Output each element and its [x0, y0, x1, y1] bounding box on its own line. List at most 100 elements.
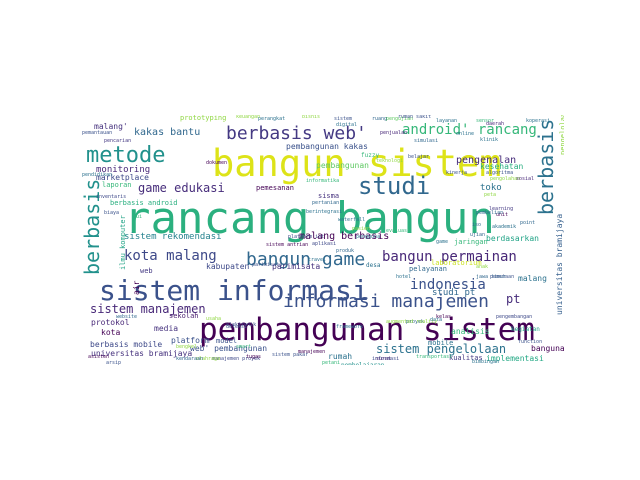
word-cloud-term: smart [236, 344, 252, 350]
word-cloud-term: jawa timur [476, 274, 507, 280]
word-cloud-term: sistem informasi [99, 274, 369, 307]
word-cloud-term: manajemen proyek [212, 356, 261, 362]
word-cloud-term: ujian [470, 232, 486, 238]
word-cloud-term: koperasi [526, 118, 551, 124]
word-cloud-term: petani [322, 360, 341, 366]
word-cloud-term: website [116, 314, 138, 320]
word-cloud-term: air [132, 280, 141, 295]
word-cloud-term: layanan [436, 118, 458, 124]
word-cloud-term: bengkel [176, 344, 198, 350]
word-cloud-term: keuangan [236, 115, 261, 120]
word-cloud-term: pemetaan [490, 274, 515, 280]
word-cloud-term: function [518, 339, 543, 345]
word-cloud-term: daerah [486, 121, 505, 127]
word-cloud-term: prototyping [180, 115, 227, 122]
word-cloud-term: sisma [318, 192, 340, 200]
word-cloud-term: sistem antrian [266, 242, 309, 248]
word-cloud-term: ui [136, 214, 143, 220]
word-cloud-term: pemesanan [256, 184, 294, 192]
word-cloud-term: bangun game [246, 249, 366, 270]
word-cloud-term: aplikasi [312, 241, 337, 247]
word-cloud-term: online [456, 131, 475, 137]
word-cloud-term: bimbingan [472, 359, 500, 365]
word-cloud-term: berbasis web' [226, 123, 367, 144]
word-cloud-term: fuzzy [361, 152, 380, 159]
word-cloud-term: berintegrasi [306, 209, 343, 215]
word-cloud-term: ilmu komputer [119, 215, 127, 270]
word-cloud-term: kota [101, 328, 121, 337]
word-cloud-term: pembangunan kakas [286, 142, 368, 151]
word-cloud-term: pencarian [104, 138, 132, 144]
word-cloud-term: kota malang [124, 248, 217, 264]
word-cloud-term: universitas bramijaya [555, 213, 564, 315]
word-cloud-term: android' rancang [402, 122, 537, 138]
word-cloud-term: hotel [396, 274, 412, 280]
word-cloud-term: sistem pakar [272, 352, 309, 358]
word-cloud-term: sekolah [169, 312, 199, 320]
word-cloud-term: rumah sakit [398, 115, 432, 120]
word-cloud-term: pembelian [476, 210, 504, 216]
word-cloud-term: klinik [480, 137, 499, 143]
word-cloud-term: bangun permainan [382, 249, 517, 265]
word-cloud-term: teknologi [376, 158, 404, 164]
word-cloud-term: web [140, 267, 153, 275]
word-cloud-term: model [216, 337, 238, 345]
word-cloud-term: kakas bantu [134, 127, 201, 138]
word-cloud-term: olahraga [196, 356, 221, 362]
word-cloud-term: kualitas [449, 354, 483, 362]
word-cloud-term: ruang [372, 116, 388, 122]
word-cloud-term: parimisata [272, 262, 321, 271]
word-cloud-term: arsip [106, 360, 122, 366]
word-cloud-term: berbasis android [110, 199, 178, 207]
word-cloud-term: sistem [334, 116, 353, 122]
word-cloud-term: toko [480, 183, 502, 193]
word-cloud-term: produk [336, 248, 355, 254]
word-cloud-term: pengenalan [456, 155, 517, 166]
word-cloud-term: deteksi [226, 324, 248, 330]
word-cloud-term: informasi [372, 356, 400, 362]
word-cloud-term: monitoring [96, 165, 151, 175]
word-cloud-term: elektronik [226, 322, 257, 328]
word-cloud-term: akademik [492, 224, 517, 230]
word-cloud-term: game edukasi [138, 181, 225, 195]
word-cloud-term: sosial [516, 176, 535, 182]
word-cloud-term: inventaris [96, 194, 127, 200]
word-cloud-term: anak [476, 264, 489, 270]
word-cloud-term: travel [308, 257, 327, 263]
word-cloud-term: implementasi [486, 354, 544, 363]
word-cloud-term: peta [484, 192, 497, 198]
word-cloud-term: pelayanan [409, 265, 447, 273]
word-cloud-term: sistem pengelolaan [376, 342, 507, 356]
word-cloud-term: laporan [102, 181, 132, 189]
word-cloud-term: point [520, 220, 536, 226]
word-cloud-term: pengelolaan [559, 115, 564, 155]
word-cloud-term: kinerja [446, 170, 468, 176]
word-cloud: rancang bangun bangun sistem pembangunan… [76, 115, 564, 365]
word-cloud-term: informatika [306, 178, 340, 184]
word-cloud-term: kendaraan [176, 356, 204, 362]
word-cloud-term: usaha [206, 316, 222, 322]
word-cloud-term: indonesia [410, 277, 486, 293]
word-cloud-term: metode [86, 143, 166, 168]
word-cloud-term: media [154, 324, 179, 333]
word-cloud-term: kesehatan [480, 162, 524, 171]
word-cloud-term: iso [472, 222, 482, 228]
word-cloud-term: berbasis mobile [90, 340, 163, 349]
word-cloud-term: bangunan [531, 344, 564, 353]
word-cloud-term: dokumen [206, 160, 228, 166]
word-cloud-term: pasien [352, 226, 371, 232]
word-cloud-term: asisten [88, 354, 110, 360]
word-cloud-term: pembelajaran [341, 363, 384, 366]
word-cloud-term: universitas bramijaya [91, 349, 193, 358]
word-cloud-term: rumah [328, 352, 353, 361]
word-cloud-term: penjualan [380, 130, 408, 136]
word-cloud-term: kelas [436, 314, 452, 320]
word-cloud-term: pengujian [386, 116, 414, 122]
word-cloud-term: waterfall [338, 217, 366, 223]
word-cloud-term: biaya [104, 210, 120, 216]
word-cloud-term: simulasi [414, 138, 439, 144]
word-cloud-term: evaluasi [386, 228, 411, 234]
word-cloud-term: studi [358, 172, 431, 200]
word-cloud-term: kabupaten [206, 262, 250, 271]
word-cloud-term: analisis [451, 327, 490, 336]
